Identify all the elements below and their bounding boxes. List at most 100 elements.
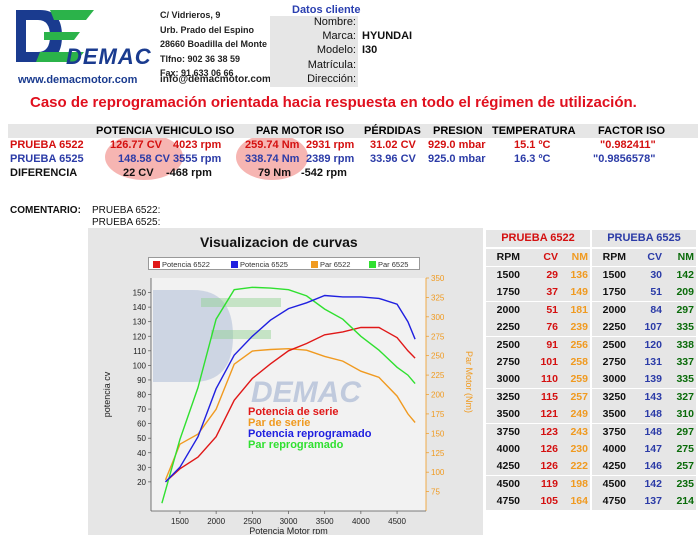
rpm-cell: 164 (570, 495, 588, 508)
legend-label: Par 6522 (320, 260, 351, 269)
row-divider (486, 266, 696, 267)
rpm-cell: 335 (676, 373, 694, 386)
rpm-cell: 259 (570, 373, 588, 386)
rpm-cell: 136 (570, 269, 588, 281)
rpm-cell: 198 (570, 477, 588, 490)
x-tick-label: 4000 (352, 517, 370, 526)
rpm-col-header: CV (543, 251, 558, 263)
legend-label: Potencia 6522 (162, 260, 210, 269)
col-divider (590, 319, 592, 337)
table-header-6525: PRUEBA 6525 (592, 230, 696, 247)
rpm-cell: 2250 (602, 321, 626, 334)
rpm-cell: 4000 (602, 443, 626, 455)
temp-value: 15.1 ºC (514, 139, 551, 151)
x-axis-label: Potencia Motor rpm (249, 526, 328, 534)
watermark-text: DEMAC (251, 376, 362, 409)
y2-tick-label: 200 (431, 391, 445, 400)
rpm-cell: 105 (540, 495, 558, 508)
rpm-col-header: RPM (496, 251, 520, 263)
results-row-difference: DIFERENCIA 22 CV -468 rpm 79 Nm -542 rpm (8, 166, 698, 180)
rpm-cell: 230 (570, 443, 588, 455)
rpm-cell: 147 (644, 443, 662, 455)
pressure-value: 929.0 mbar (428, 139, 486, 151)
rpm-cell: 3250 (496, 390, 520, 403)
brand-name: DEMAC (66, 44, 152, 69)
rpm-cell: 257 (570, 390, 588, 403)
rpm-cell: 101 (540, 356, 558, 368)
rpm-table-row: 2750 101 258 2750 131 337 (486, 354, 696, 371)
power-diff-highlight (105, 134, 183, 180)
rpm-cell: 257 (676, 460, 694, 473)
col-header-power: POTENCIA VEHICULO ISO (96, 125, 235, 137)
y2-tick-label: 250 (431, 352, 445, 361)
address-line: C/ Vidrieros, 9 (160, 10, 221, 20)
rpm-cell: 3750 (602, 425, 626, 438)
col-divider (590, 388, 592, 406)
client-row-model: Modelo: I30 (270, 44, 698, 59)
rpm-cell: 338 (676, 338, 694, 351)
rpm-cell: 235 (676, 477, 694, 490)
website-link[interactable]: www.demacmotor.com (18, 74, 138, 86)
rpm-cell: 2500 (602, 338, 626, 351)
rpm-cell: 121 (540, 408, 558, 421)
client-row-address: Dirección: (270, 72, 698, 87)
page-headline: Caso de reprogramación orientada hacia r… (30, 94, 637, 111)
x-tick-label: 3000 (280, 517, 298, 526)
watermark-logo (211, 330, 271, 339)
test-name: PRUEBA 6522 (10, 139, 84, 151)
rpm-cell: 214 (676, 495, 694, 508)
results-table: POTENCIA VEHICULO ISO PAR MOTOR ISO PÉRD… (8, 124, 698, 180)
rpm-cell: 1500 (602, 269, 626, 281)
legend-label: Potencia 6525 (240, 260, 288, 269)
rpm-cell: 110 (541, 373, 558, 386)
y2-tick-label: 100 (431, 468, 445, 477)
rpm-cell: 3500 (496, 408, 520, 421)
client-value: HYUNDAI (358, 30, 698, 45)
rpm-cell: 3500 (602, 408, 626, 421)
rpm-cell: 143 (644, 390, 662, 403)
comment-label: COMENTARIO: (10, 205, 81, 216)
y2-tick-label: 275 (431, 332, 445, 341)
power-diff: 22 CV (123, 167, 154, 179)
y2-tick-label: 350 (431, 274, 445, 283)
pressure-value: 925.0 mbar (428, 153, 486, 165)
y-tick-label: 20 (137, 478, 146, 487)
y-tick-label: 90 (137, 376, 146, 385)
rpm-cell: 2750 (602, 356, 626, 368)
torque-rpm: 2389 rpm (306, 153, 355, 165)
client-label: Dirección: (270, 72, 358, 87)
rpm-cell: 1750 (496, 286, 520, 299)
client-data-table: Nombre: Marca: HYUNDAI Modelo: I30 Matrícu… (270, 16, 698, 87)
client-label: Nombre: (270, 16, 358, 31)
results-row-6522: PRUEBA 6522 126.77 CV 4023 rpm 259.74 Nm… (8, 138, 698, 152)
y-tick-label: 110 (133, 347, 146, 356)
client-label: Matrícula: (270, 58, 358, 73)
x-tick-label: 3500 (316, 517, 334, 526)
rpm-cell: 275 (676, 443, 694, 455)
client-label: Modelo: (270, 44, 358, 59)
y-tick-label: 70 (137, 405, 146, 414)
y-axis-label: potencia cv (102, 371, 112, 417)
y-tick-label: 120 (133, 332, 147, 341)
y-tick-label: 100 (133, 361, 147, 370)
rpm-cell: 148 (644, 408, 662, 421)
legend-item-par-6525: Par 6525 (369, 260, 408, 269)
chart-title: Visualizacion de curvas (200, 234, 358, 250)
col-divider (590, 406, 592, 424)
rpm-cell: 131 (644, 356, 662, 368)
y2-tick-label: 225 (431, 371, 445, 380)
torque-rpm: 2931 rpm (306, 139, 355, 151)
client-section-title: Datos cliente (292, 4, 361, 16)
y-tick-label: 60 (137, 420, 146, 429)
series-line-par-6522 (164, 347, 416, 481)
rpm-cell: 243 (570, 425, 588, 438)
y2-tick-label: 325 (431, 293, 445, 302)
torque-diff: 79 Nm (258, 167, 292, 179)
rpm-cell: 1500 (496, 269, 520, 281)
temp-value: 16.3 ºC (514, 153, 551, 165)
rpm-cell: 142 (644, 477, 662, 490)
rpm-cell: 337 (676, 356, 694, 368)
email-link[interactable]: info@demacmotor.com (160, 74, 271, 85)
rpm-cell: 149 (570, 286, 588, 299)
rpm-cell: 239 (570, 321, 588, 334)
